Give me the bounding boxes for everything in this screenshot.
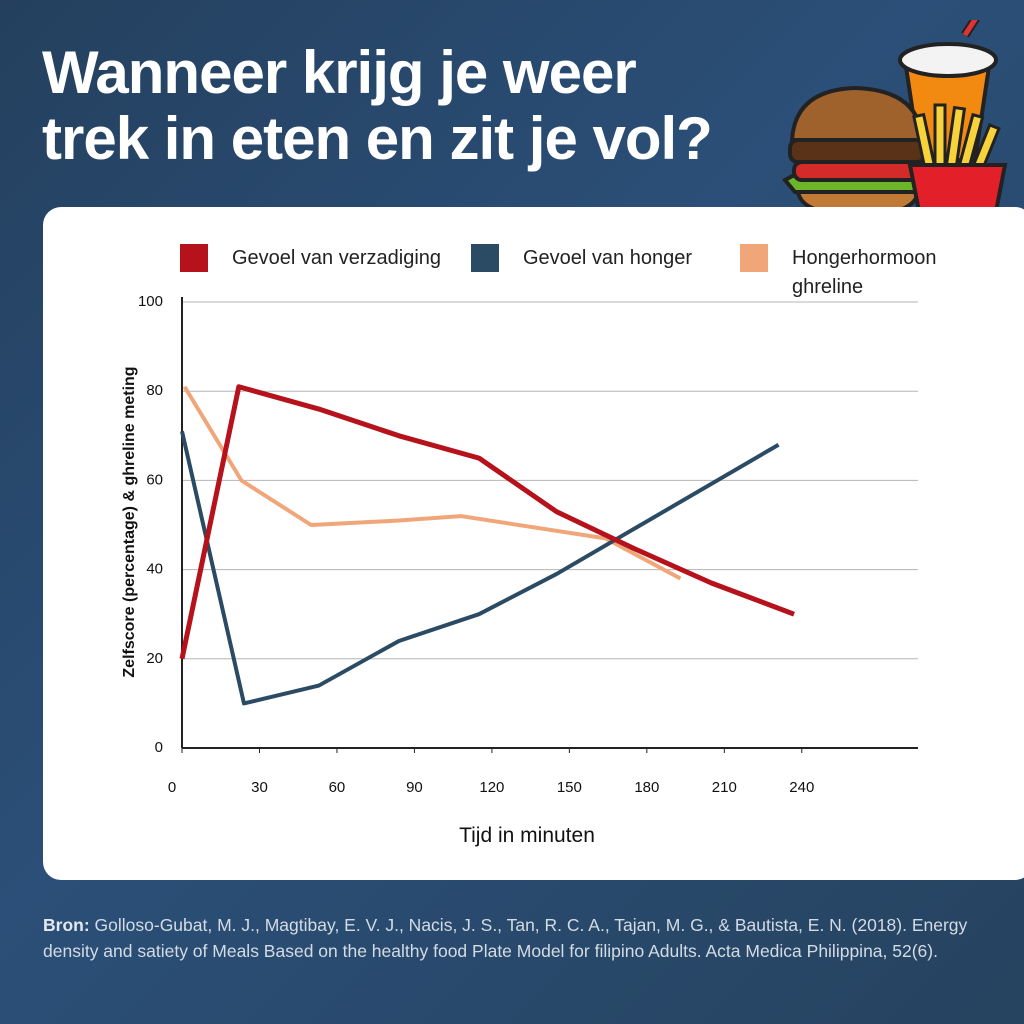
source-label: Bron: bbox=[43, 915, 90, 935]
legend-label: Gevoel van honger bbox=[523, 247, 692, 269]
series-line bbox=[182, 385, 682, 581]
title-line: Wanneer krijg je weer bbox=[42, 39, 637, 106]
x-tick-label: 150 bbox=[557, 779, 582, 796]
x-axis-label: Tijd in minuten bbox=[459, 824, 595, 847]
legend-swatch bbox=[471, 244, 499, 272]
x-tick-label: 90 bbox=[406, 779, 423, 796]
y-tick-label: 80 bbox=[146, 382, 163, 399]
title-line: trek in eten en zit je vol? bbox=[42, 105, 713, 172]
x-tick-label: 240 bbox=[789, 779, 814, 796]
chart: Zelfscore (percentage) & ghreline meting… bbox=[121, 244, 937, 847]
y-tick-label: 60 bbox=[146, 471, 163, 488]
legend-label: Hongerhormoon ghreline bbox=[792, 247, 937, 298]
legend-label-line: ghreline bbox=[792, 276, 863, 298]
y-tick-label: 40 bbox=[146, 561, 163, 578]
source-text: Golloso-Gubat, M. J., Magtibay, E. V. J.… bbox=[43, 915, 968, 961]
chart-card: Zelfscore (percentage) & ghreline meting… bbox=[43, 207, 1024, 880]
x-tick-label: 180 bbox=[634, 779, 659, 796]
series-line bbox=[180, 430, 780, 706]
x-tick-label: 0 bbox=[168, 779, 176, 796]
x-tick-label: 210 bbox=[712, 779, 737, 796]
x-tick-label: 60 bbox=[329, 779, 346, 796]
legend-label-line: Hongerhormoon bbox=[792, 247, 937, 269]
x-tick-label: 30 bbox=[251, 779, 268, 796]
source: Bron: Golloso-Gubat, M. J., Magtibay, E.… bbox=[43, 912, 1003, 964]
y-tick-label: 100 bbox=[138, 293, 163, 310]
y-axis-label: Zelfscore (percentage) & ghreline meting bbox=[121, 366, 138, 677]
title: Wanneer krijg je weer trek in eten en zi… bbox=[42, 40, 802, 172]
legend-label: Gevoel van verzadiging bbox=[232, 247, 441, 269]
series-line bbox=[179, 384, 795, 660]
legend-swatch bbox=[180, 244, 208, 272]
x-tick-label: 120 bbox=[479, 779, 504, 796]
legend-swatch bbox=[740, 244, 768, 272]
burger bbox=[781, 85, 933, 218]
y-tick-label: 0 bbox=[155, 739, 163, 756]
y-tick-label: 20 bbox=[146, 650, 163, 667]
